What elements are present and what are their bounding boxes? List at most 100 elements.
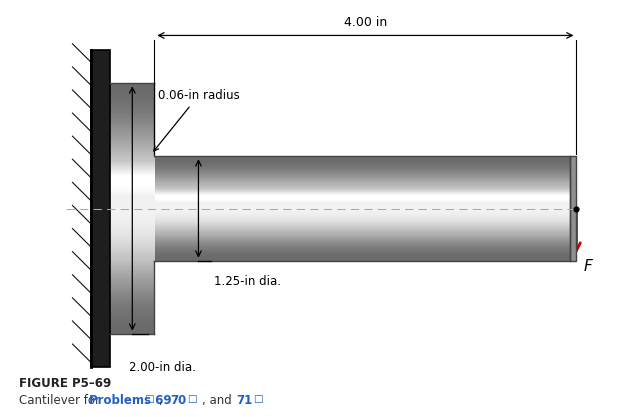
Bar — [110, 277, 155, 279]
Bar — [154, 245, 571, 246]
Bar — [154, 170, 571, 171]
Bar — [154, 241, 571, 242]
Bar — [154, 204, 571, 205]
Bar — [110, 94, 155, 96]
Bar — [110, 106, 155, 108]
Bar — [154, 191, 571, 192]
Bar — [110, 116, 155, 119]
Bar — [154, 207, 571, 208]
Bar — [110, 161, 155, 163]
Bar — [154, 168, 571, 169]
Bar — [154, 242, 571, 243]
Bar — [154, 174, 571, 175]
Bar — [154, 231, 571, 233]
Bar — [110, 98, 155, 100]
Bar — [110, 321, 155, 323]
Bar — [154, 226, 571, 227]
Bar — [110, 133, 155, 136]
Bar — [154, 158, 571, 160]
Bar — [110, 225, 155, 227]
Text: FIGURE P5–69: FIGURE P5–69 — [19, 377, 111, 390]
Bar — [110, 112, 155, 115]
Bar — [154, 172, 571, 173]
Bar — [110, 214, 155, 217]
Bar — [110, 118, 155, 121]
Bar — [154, 182, 571, 183]
Bar — [110, 273, 155, 275]
Bar — [154, 217, 571, 218]
Bar — [110, 181, 155, 183]
Bar — [154, 186, 571, 188]
Bar — [110, 202, 155, 204]
Bar — [154, 259, 571, 261]
Bar — [154, 239, 571, 241]
Text: □: □ — [144, 394, 154, 404]
Bar — [110, 217, 155, 219]
Bar — [154, 203, 571, 204]
Bar — [154, 184, 571, 186]
Bar — [110, 110, 155, 113]
Bar — [110, 246, 155, 248]
Bar — [110, 288, 155, 290]
Bar — [110, 102, 155, 104]
Text: ,: , — [159, 394, 166, 407]
Text: , and: , and — [202, 394, 235, 407]
Bar — [154, 173, 571, 174]
Bar — [110, 250, 155, 252]
Bar — [110, 329, 155, 332]
Bar — [110, 281, 155, 284]
Bar — [154, 255, 571, 256]
Bar — [110, 108, 155, 111]
Bar — [110, 213, 155, 215]
Bar — [154, 161, 571, 163]
Bar — [154, 195, 571, 196]
Bar — [110, 265, 155, 267]
Bar — [110, 127, 155, 129]
Bar — [154, 176, 571, 177]
Bar — [154, 213, 571, 214]
Bar — [110, 271, 155, 273]
Bar — [110, 104, 155, 106]
Bar — [110, 196, 155, 198]
Bar — [110, 323, 155, 325]
Text: Problems 69: Problems 69 — [89, 394, 172, 407]
Bar — [110, 319, 155, 321]
Text: 71: 71 — [236, 394, 253, 407]
Bar — [110, 227, 155, 229]
Bar — [154, 219, 571, 220]
Text: □: □ — [253, 394, 263, 404]
Bar — [110, 244, 155, 246]
Bar — [154, 193, 571, 194]
Bar — [154, 164, 571, 166]
Bar — [154, 224, 571, 225]
Bar — [110, 167, 155, 169]
Bar — [154, 223, 571, 224]
Text: 0.06-in radius: 0.06-in radius — [154, 89, 239, 151]
Bar — [570, 156, 576, 261]
Bar — [110, 306, 155, 309]
Bar — [154, 206, 571, 208]
Bar — [154, 188, 571, 190]
Bar — [154, 214, 571, 215]
Bar — [110, 171, 155, 173]
Bar — [154, 239, 571, 240]
Bar — [110, 210, 155, 213]
Bar — [154, 216, 571, 217]
Bar — [154, 243, 571, 244]
Bar — [154, 225, 571, 226]
Bar — [110, 304, 155, 306]
Bar — [110, 131, 155, 133]
Bar — [110, 296, 155, 298]
Bar — [154, 202, 571, 203]
Bar — [110, 327, 155, 329]
Text: F: F — [584, 259, 593, 274]
Bar — [154, 186, 571, 187]
Bar — [154, 218, 571, 219]
Bar — [110, 313, 155, 315]
Bar — [110, 163, 155, 165]
Text: 1.25-in dia.: 1.25-in dia. — [214, 275, 281, 288]
Bar — [154, 198, 571, 199]
Bar — [154, 157, 571, 158]
Bar — [154, 177, 571, 178]
Bar — [154, 253, 571, 254]
